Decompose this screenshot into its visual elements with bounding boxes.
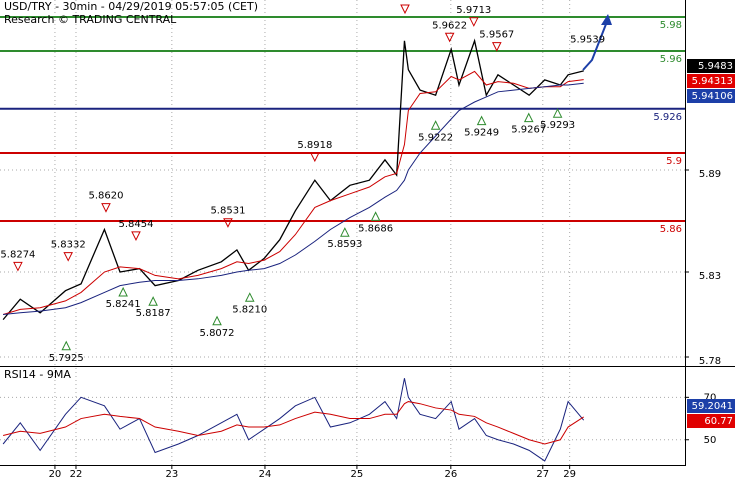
rsi-title: RSI14 - 9MA [4,368,71,381]
support-marker [523,112,534,123]
price-tag-label: 59.2041 [692,401,733,412]
resistance-marker [131,231,141,241]
support-label: 5.8210 [232,304,267,315]
support-label: 5.7925 [49,353,84,364]
rsi-line [2,378,585,462]
resistance-label: 5.8332 [51,240,86,251]
support-marker [61,340,72,351]
support-marker [340,227,350,237]
resistance-label: 5.9622 [432,20,467,31]
price-label: 5.9539 [570,34,605,45]
forecast-arrowhead [601,14,612,25]
rsi-tick-label: 50 [704,435,717,446]
support-label: 5.8593 [327,239,362,250]
support-label: 5.9222 [418,132,453,143]
support-marker [476,115,487,126]
level-label: 5.9 [666,156,682,167]
y-tick-label: 5.89 [699,169,721,180]
x-tick-label: 23 [165,469,178,480]
support-label: 5.9293 [540,120,575,131]
support-label: 5.9267 [511,125,546,136]
chart-title: USD/TRY - 30min - 04/29/2019 05:57:05 (C… [4,0,258,13]
chart-subtitle: Research © TRADING CENTRAL [4,13,177,26]
resistance-label: 5.9713 [456,5,491,16]
resistance-label: 5.8454 [118,219,153,230]
level-label: 5.926 [653,112,682,123]
resistance-marker [469,17,479,27]
resistance-marker [101,203,111,213]
y-tick-label: 5.83 [699,271,721,282]
level-label: 5.86 [660,224,682,235]
y-tick-label: 5.78 [699,356,721,367]
high-marker [400,4,410,15]
x-tick-label: 22 [70,469,83,480]
price-tag-label: 60.77 [704,416,733,427]
resistance-marker [310,152,320,163]
support-label: 5.9249 [464,128,499,139]
support-marker [552,108,563,118]
x-tick-label: 20 [49,469,62,480]
support-marker [244,292,255,302]
rsi-line [2,401,584,445]
price-line [3,82,584,316]
level-label: 5.98 [660,20,682,31]
resistance-label: 5.8274 [0,249,35,260]
price-tag [687,74,735,88]
resistance-label: 5.8620 [88,191,123,202]
resistance-marker [491,42,502,52]
support-marker [148,296,158,306]
level-label: 5.96 [660,54,682,65]
price-line [2,70,584,315]
x-tick-label: 26 [444,469,457,480]
resistance-marker [63,252,73,262]
x-tick-label: 24 [259,469,272,480]
price-tag-label: 5.9483 [698,61,733,72]
price-tag [687,414,735,428]
resistance-marker [13,261,23,272]
support-marker [370,211,381,221]
price-tag [687,399,735,413]
price-tag-label: 5.94313 [692,76,733,87]
resistance-marker [223,218,233,228]
x-tick-label: 25 [351,469,364,480]
x-tick-label: 29 [563,469,576,480]
support-marker [430,120,441,130]
support-label: 5.8686 [358,223,393,234]
support-label: 5.8072 [200,328,235,339]
resistance-label: 5.9567 [479,30,514,41]
price-tag [687,89,735,103]
resistance-marker [444,32,455,43]
price-tag-label: 5.94106 [692,91,733,102]
forecast-arrow [582,18,609,71]
resistance-label: 5.8531 [210,206,245,217]
x-tick-label: 27 [536,469,549,480]
support-marker [212,315,222,326]
price-line [2,38,584,321]
support-label: 5.8187 [136,308,171,319]
support-label: 5.8241 [106,299,141,310]
resistance-label: 5.8918 [297,140,332,151]
support-marker [118,286,128,297]
price-tag [687,59,735,73]
rsi-tick-label: 70 [704,392,717,403]
